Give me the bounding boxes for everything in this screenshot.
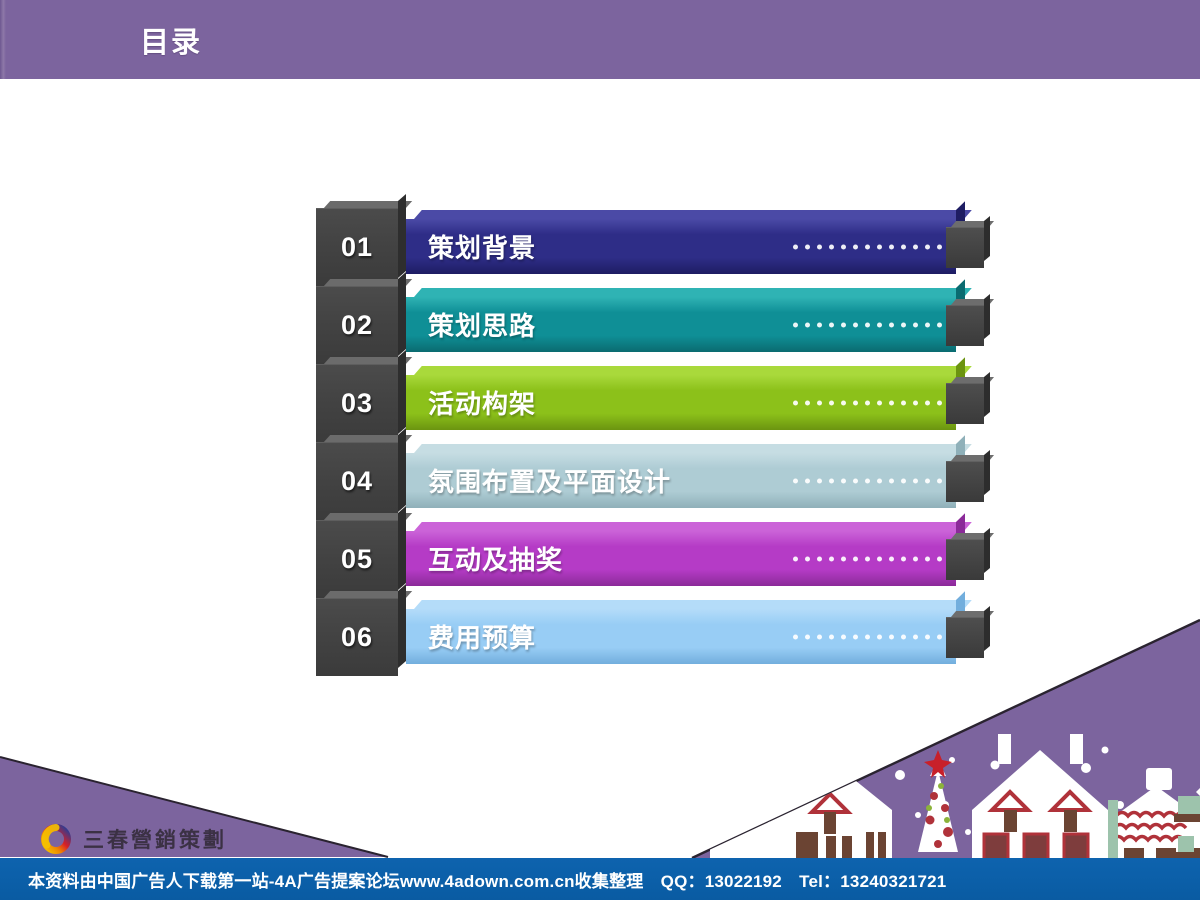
number-block-front-face: 03	[316, 364, 398, 442]
number-block-side-face	[398, 428, 406, 512]
toc-number-label: 04	[340, 466, 374, 496]
leader-dots	[793, 322, 942, 327]
toc-row[interactable]: 02 策划思路	[316, 272, 996, 364]
slide-header: 目录	[0, 0, 1200, 79]
brand-logo: 三春營銷策劃	[38, 818, 253, 860]
toc-end-tab[interactable]	[946, 293, 995, 346]
toc-row[interactable]: 06 费用预算	[316, 584, 996, 676]
bottom-right-purple-village	[600, 600, 1200, 860]
number-block-front-face: 05	[316, 520, 398, 598]
leader-dots	[793, 244, 942, 249]
bar-top-face	[414, 522, 972, 531]
end-tab-side-face	[984, 215, 990, 261]
end-tab-front-face	[946, 539, 984, 580]
toc-item-label: 氛围布置及平面设计	[428, 467, 672, 497]
end-tab-side-face	[984, 371, 990, 417]
bar-front-face: 策划背景	[406, 219, 956, 274]
end-tab-front-face	[946, 383, 984, 424]
toc-number-block: 05	[316, 506, 413, 598]
bar-front-face: 费用预算	[406, 609, 956, 664]
end-tab-front-face	[946, 461, 984, 502]
toc-item-label: 费用预算	[428, 623, 537, 653]
ring-logo-icon	[41, 824, 71, 854]
footer-banner: 本资料由中国广告人下载第一站-4A广告提案论坛www.4adown.com.cn…	[0, 858, 1200, 900]
bar-front-face: 活动构架	[406, 375, 956, 430]
toc-number-label: 03	[340, 388, 374, 418]
number-block-side-face	[398, 350, 406, 434]
bar-front-face: 互动及抽奖	[406, 531, 956, 586]
end-tab-front-face	[946, 617, 984, 658]
toc-number-block: 06	[316, 584, 413, 676]
brand-logo-text: 三春營銷策劃	[83, 829, 227, 852]
toc-item-label: 策划背景	[428, 233, 537, 263]
toc-bar[interactable]: 氛围布置及平面设计	[406, 435, 972, 508]
number-block-front-face: 04	[316, 442, 398, 520]
number-block-front-face: 01	[316, 208, 398, 286]
toc-bar[interactable]: 互动及抽奖	[406, 513, 972, 586]
toc-bar[interactable]: 策划思路	[406, 279, 972, 352]
bar-top-face	[414, 288, 972, 297]
leader-dots	[793, 634, 942, 639]
number-block-side-face	[398, 194, 406, 278]
toc-number-block: 01	[316, 194, 413, 286]
toc-number-block: 02	[316, 272, 413, 364]
bar-front-face: 氛围布置及平面设计	[406, 453, 956, 508]
number-block-side-face	[398, 506, 406, 590]
toc-row[interactable]: 05 互动及抽奖	[316, 506, 996, 598]
toc-end-tab[interactable]	[946, 449, 995, 502]
toc-row[interactable]: 03 活动构架	[316, 350, 996, 442]
bar-front-face: 策划思路	[406, 297, 956, 352]
toc-end-tab[interactable]	[946, 605, 995, 658]
toc-number-label: 01	[340, 232, 374, 262]
toc-row[interactable]: 01 策划背景	[316, 194, 996, 286]
leader-dots	[793, 478, 942, 483]
toc-row[interactable]: 04 氛围布置及平面设计	[316, 428, 996, 520]
toc-end-tab[interactable]	[946, 527, 995, 580]
number-block-front-face: 02	[316, 286, 398, 364]
end-tab-front-face	[946, 305, 984, 346]
number-block-side-face	[398, 584, 406, 668]
toc-item-label: 活动构架	[428, 389, 537, 419]
header-left-edge	[0, 0, 6, 79]
end-tab-front-face	[946, 227, 984, 268]
leader-dots	[793, 400, 942, 405]
toc-item-label: 互动及抽奖	[428, 545, 564, 575]
bottom-left-purple-triangle	[0, 700, 400, 860]
number-block-side-face	[398, 272, 406, 356]
toc-list: 01 策划背景 02 策划思路 03 活动构架 04 氛围布置及平面设计 05 互动及抽奖 06 费用…	[316, 194, 996, 693]
end-tab-side-face	[984, 527, 990, 573]
number-block-front-face: 06	[316, 598, 398, 676]
toc-number-block: 04	[316, 428, 413, 520]
toc-number-label: 05	[340, 544, 374, 574]
footer-text: 本资料由中国广告人下载第一站-4A广告提案论坛www.4adown.com.cn…	[28, 871, 947, 891]
end-tab-side-face	[984, 449, 990, 495]
toc-number-label: 02	[340, 310, 374, 340]
toc-item-label: 策划思路	[428, 311, 537, 341]
toc-bar[interactable]: 费用预算	[406, 591, 972, 664]
page-title: 目录	[140, 27, 203, 59]
toc-end-tab[interactable]	[946, 215, 995, 268]
bar-top-face	[414, 444, 972, 453]
toc-number-block: 03	[316, 350, 413, 442]
leader-dots	[793, 556, 942, 561]
toc-bar[interactable]: 活动构架	[406, 357, 972, 430]
toc-bar[interactable]: 策划背景	[406, 201, 972, 274]
end-tab-side-face	[984, 293, 990, 339]
bar-top-face	[414, 210, 972, 219]
toc-number-label: 06	[340, 622, 374, 652]
toc-end-tab[interactable]	[946, 371, 995, 424]
bar-top-face	[414, 366, 972, 375]
